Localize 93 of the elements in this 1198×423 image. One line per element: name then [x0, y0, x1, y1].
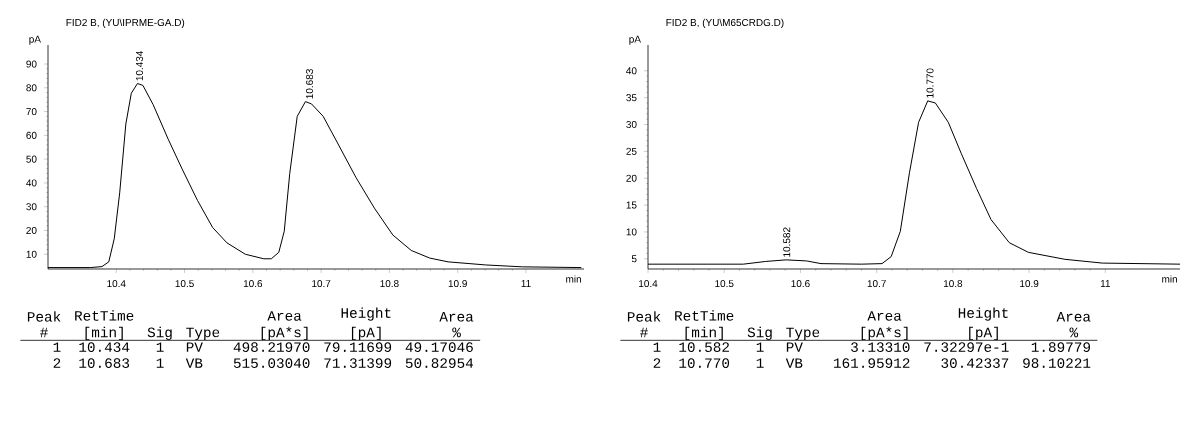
text: 161.95912 — [834, 358, 910, 368]
y-tick-label: 10 — [26, 250, 37, 258]
text: Peak — [627, 311, 661, 322]
text: Area — [867, 311, 902, 321]
x-tick-label: 10.6 — [243, 280, 263, 288]
text: [pA*s] — [861, 326, 908, 341]
text: Area — [439, 312, 474, 322]
y-tick-label: 5 — [631, 255, 637, 263]
text: Sig — [147, 326, 172, 341]
text: 7.32297e-1 — [924, 342, 1009, 352]
text: Peak — [27, 311, 61, 322]
text: # — [40, 327, 48, 338]
text: % — [452, 327, 461, 338]
y-tick-label: 30 — [626, 120, 637, 129]
x-tick-label: 10.4 — [107, 280, 126, 288]
x-axis-title: min — [566, 275, 581, 283]
y-tick-label: 15 — [626, 201, 637, 209]
text: 2 — [53, 358, 61, 368]
y-tick-label: 20 — [626, 174, 637, 182]
y-tick-label: 60 — [26, 131, 37, 139]
annotation: 10.582 — [783, 227, 791, 257]
text: 1 — [156, 342, 164, 352]
text: 515.03040 — [233, 358, 310, 368]
text: 71.31399 — [324, 358, 392, 368]
text: Area — [1056, 312, 1091, 322]
chart-title: FID2 B, (YU\IPRME-GA.D) — [66, 18, 185, 28]
y-axis-title: pA — [629, 35, 641, 45]
text: Area — [267, 311, 302, 321]
text: 1 — [53, 342, 61, 352]
x-tick-label: 11 — [1100, 280, 1111, 287]
text: Type — [186, 327, 220, 341]
text: [pA] — [969, 326, 998, 341]
y-tick-label: 10 — [626, 228, 637, 236]
text: 10.582 — [679, 342, 729, 352]
y-tick-label: 40 — [26, 179, 37, 187]
text: [pA*s] — [261, 326, 308, 341]
x-axis-title: min — [1162, 275, 1177, 283]
text: 50.82954 — [405, 358, 474, 368]
x-tick-label: 10.4 — [639, 280, 658, 288]
x-tick-label: 10.5 — [175, 280, 194, 288]
text: 10.683 — [79, 358, 130, 368]
text: 498.21970 — [233, 342, 310, 352]
annotation: 10.770 — [926, 68, 934, 98]
y-tick-label: 90 — [26, 60, 37, 68]
text: 1 — [756, 358, 764, 368]
text: 10.770 — [679, 358, 730, 368]
x-tick-label: 10.5 — [715, 280, 734, 288]
y-tick-label: 50 — [26, 155, 37, 163]
y-tick-label: 30 — [26, 203, 37, 211]
x-tick-label: 10.9 — [448, 280, 467, 288]
annotation: 10.434 — [135, 50, 144, 81]
chart-title: FID2 B, (YU\M65CRDG.D) — [666, 18, 784, 28]
x-tick-label: 11 — [521, 280, 531, 287]
text: 49.17046 — [405, 342, 473, 352]
y-tick-label: 20 — [26, 226, 37, 234]
x-tick-label: 10.7 — [867, 280, 886, 288]
text: Type — [786, 327, 820, 341]
text: 30.42337 — [941, 358, 1009, 368]
text: Height — [958, 307, 1008, 321]
text: 2 — [653, 358, 661, 368]
text: 10.434 — [79, 342, 130, 352]
text: VB — [785, 358, 803, 368]
text: RetTime — [675, 310, 734, 321]
text: 1.89779 — [1031, 342, 1091, 352]
text: [min] — [85, 326, 123, 341]
text: 1 — [756, 342, 764, 352]
x-tick-label: 10.7 — [312, 280, 331, 288]
text: RetTime — [75, 310, 134, 321]
x-tick-label: 10.6 — [791, 280, 810, 288]
x-tick-label: 10.8 — [380, 280, 399, 288]
y-tick-label: 35 — [626, 94, 637, 102]
text: [min] — [685, 326, 723, 341]
x-tick-label: 10.9 — [1020, 280, 1039, 288]
text: 79.11699 — [324, 342, 392, 352]
text: 3.13310 — [851, 342, 910, 352]
text: 1 — [156, 358, 164, 368]
text: 1 — [653, 342, 661, 352]
text: PV — [786, 342, 803, 352]
y-tick-label: 70 — [26, 108, 37, 116]
text: PV — [186, 342, 203, 352]
text: [pA] — [351, 326, 381, 341]
text: Height — [341, 307, 391, 321]
text: 98.10221 — [1023, 358, 1091, 368]
x-tick-label: 10.8 — [943, 280, 963, 288]
y-tick-label: 40 — [626, 67, 637, 75]
text: Sig — [747, 326, 772, 341]
text: VB — [185, 358, 203, 368]
y-tick-label: 25 — [626, 147, 637, 155]
y-tick-label: 80 — [26, 84, 37, 92]
y-axis-title: pA — [29, 35, 41, 45]
text: % — [1069, 327, 1079, 338]
annotation: 10.683 — [305, 69, 314, 99]
text: # — [640, 327, 648, 338]
